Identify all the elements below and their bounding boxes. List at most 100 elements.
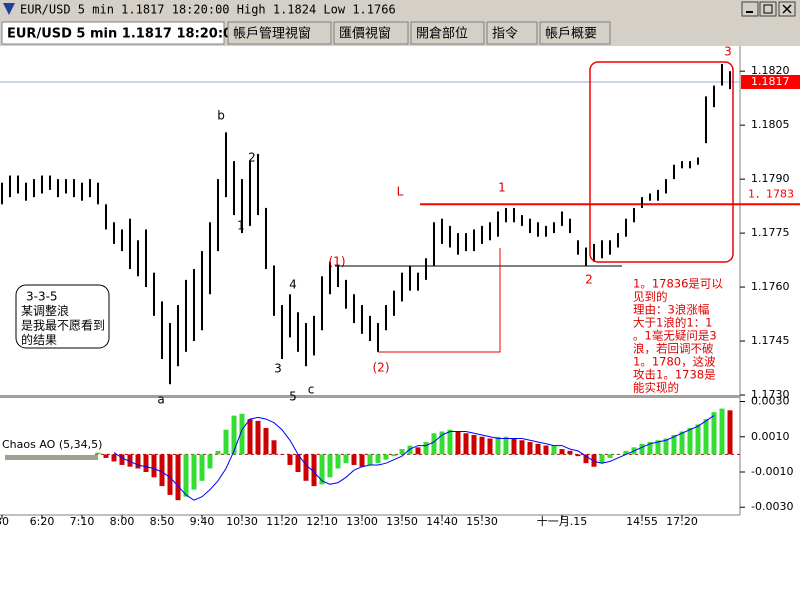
note-line: 3-3-5 <box>26 290 58 304</box>
x-tick-label: 14:40 <box>426 515 458 528</box>
ao-bar <box>463 433 469 455</box>
ao-bar <box>407 445 413 455</box>
maximize-icon <box>763 4 773 14</box>
ao-bar <box>95 452 101 455</box>
tab[interactable] <box>486 21 538 45</box>
ao-bar <box>655 440 661 455</box>
ao-bar <box>695 424 701 455</box>
ao-bar <box>295 454 301 472</box>
wave-label: L <box>397 185 404 199</box>
tab[interactable] <box>539 21 611 45</box>
ao-bar <box>447 429 453 455</box>
ao-bar <box>719 408 725 455</box>
tab[interactable] <box>410 21 485 45</box>
ao-bar <box>207 454 213 469</box>
ao-bar <box>375 454 381 464</box>
ao-bar <box>167 454 173 495</box>
ao-bar <box>391 454 397 457</box>
ao-bar <box>559 449 565 455</box>
ao-bar <box>727 410 733 455</box>
comment-line: 见到的 <box>633 290 668 304</box>
ao-bar <box>351 454 357 465</box>
indicator-label-bg <box>0 438 96 452</box>
x-tick-label: 13:00 <box>346 515 378 528</box>
ao-bar <box>143 454 149 472</box>
comment-line: 大于1浪的1：1 <box>633 316 712 330</box>
y-tick-label: -0.0030 <box>751 500 793 513</box>
wave-label: 4 <box>289 278 297 292</box>
wave-box <box>378 248 501 353</box>
ao-bar <box>431 433 437 455</box>
ao-bar <box>687 427 693 455</box>
ao-bar <box>567 450 573 455</box>
last-price-label: 1.1817 <box>751 75 790 88</box>
y-tick-label: 0.0030 <box>751 395 790 408</box>
ao-bar <box>159 454 165 487</box>
tab-label[interactable]: 指令 <box>492 27 518 42</box>
tab-label[interactable]: 帳戶管理視窗 <box>233 26 311 42</box>
comment-line: 1。1780，这波 <box>633 355 716 369</box>
ao-bar <box>215 450 221 455</box>
ao-bar <box>551 445 557 455</box>
ao-bar <box>615 454 621 455</box>
x-tick-label: 6:20 <box>30 515 55 528</box>
y-tick-label: 1.1790 <box>751 172 790 185</box>
wave-label: a <box>157 393 164 407</box>
wave-label: (1) <box>329 255 346 269</box>
wave-label: c <box>308 383 315 397</box>
ao-bar <box>191 454 197 490</box>
y-tick-label: 1.1805 <box>751 118 790 131</box>
tab[interactable] <box>333 21 409 45</box>
ao-bar <box>175 454 181 501</box>
signal-line <box>113 415 715 501</box>
ao-bar <box>135 454 141 469</box>
ao-bar <box>367 454 373 465</box>
tab-label[interactable]: 開倉部位 <box>416 27 468 42</box>
ao-bar <box>223 429 229 455</box>
ao-bar <box>703 419 709 455</box>
ao-bar <box>319 454 325 485</box>
ao-bar <box>503 436 509 455</box>
tab-label[interactable]: EUR/USD 5 min 1.1817 18:20:00 <box>7 27 241 42</box>
wave-label: (2) <box>373 361 390 375</box>
indicator-label-bar <box>5 455 98 460</box>
tab-label[interactable]: 匯價視窗 <box>339 26 391 42</box>
ao-bar <box>231 415 237 455</box>
y-tick-label: 1.1730 <box>751 388 790 401</box>
ao-bar <box>583 454 589 464</box>
level-label: 1．1783 <box>748 187 794 200</box>
close-icon <box>782 4 792 14</box>
ao-bar <box>199 454 205 481</box>
tab[interactable] <box>1 21 225 45</box>
x-tick-label: 9:40 <box>190 515 215 528</box>
ao-bar <box>111 454 117 462</box>
y-tick-label: 1.1820 <box>751 64 790 77</box>
ao-bar <box>607 454 613 458</box>
ao-bar <box>663 438 669 455</box>
maximize-button[interactable] <box>759 1 777 17</box>
ao-bar <box>511 438 517 455</box>
wave-label: 3 <box>274 362 282 376</box>
y-tick-label: 1.1760 <box>751 280 790 293</box>
tab[interactable] <box>227 21 332 45</box>
ao-bar <box>279 454 285 455</box>
ao-bar <box>527 442 533 455</box>
title-bar <box>0 0 800 19</box>
wave-label: 5 <box>289 390 297 404</box>
minimize-button[interactable] <box>741 1 759 17</box>
ao-bar <box>311 454 317 487</box>
ao-bar <box>639 443 645 455</box>
indicator-label: Chaos AO (5,34,5) <box>2 438 102 451</box>
ao-bar <box>479 436 485 455</box>
ao-bar <box>303 454 309 481</box>
wave-label: 1 <box>237 219 245 233</box>
price-pane: 1.1820 1.1805 1.1790 1.1775 1.1760 1.1745 1.17… <box>0 45 800 407</box>
wave-label: b <box>217 109 225 123</box>
last-price-box <box>741 74 800 89</box>
wave-label: 2 <box>585 273 593 287</box>
tab-label[interactable]: 帳戶概要 <box>545 27 597 42</box>
ao-bar <box>335 454 341 469</box>
